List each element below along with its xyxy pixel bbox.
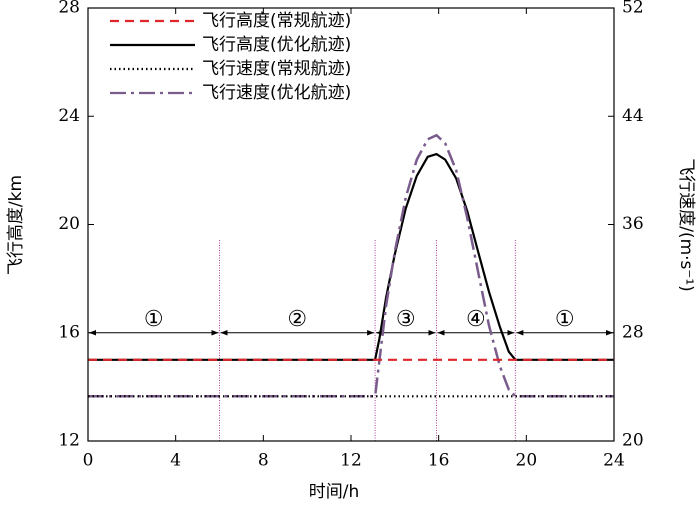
y-axis-label: 飞行高度/km: [6, 175, 26, 275]
phase-label: ②: [287, 307, 307, 332]
y-tick-label: 12: [58, 431, 80, 451]
phase-label: ④: [466, 307, 486, 332]
phase-label: ①: [144, 307, 164, 332]
y-tick-label: 16: [58, 322, 80, 342]
legend-label: 飞行高度(常规航迹): [202, 11, 351, 31]
y2-tick-label: 20: [622, 431, 644, 451]
y2-tick-label: 36: [622, 214, 644, 234]
y2-tick-label: 28: [622, 322, 644, 342]
y2-tick-label: 52: [622, 0, 644, 18]
x-tick-label: 4: [170, 451, 181, 471]
series-line: [88, 152, 614, 361]
series-line: [88, 133, 614, 398]
x-tick-label: 0: [83, 451, 94, 471]
phase-label: ③: [396, 307, 416, 332]
x-tick-label: 8: [258, 451, 269, 471]
x-axis-label: 时间/h: [309, 482, 360, 502]
y2-tick-label: 44: [622, 106, 644, 126]
legend-label: 飞行速度(常规航迹): [202, 59, 351, 79]
legend-label: 飞行高度(优化航迹): [202, 35, 351, 55]
x-tick-label: 24: [603, 451, 625, 471]
y-tick-label: 20: [58, 214, 80, 234]
x-tick-label: 20: [516, 451, 538, 471]
y2-axis-label: 飞行速度/(m·s⁻¹): [676, 158, 696, 292]
y-tick-label: 24: [58, 106, 80, 126]
x-tick-label: 12: [340, 451, 362, 471]
y-tick-label: 28: [58, 0, 80, 18]
x-tick-label: 16: [428, 451, 450, 471]
phase-label: ①: [555, 307, 575, 332]
legend-label: 飞行速度(优化航迹): [202, 83, 351, 103]
